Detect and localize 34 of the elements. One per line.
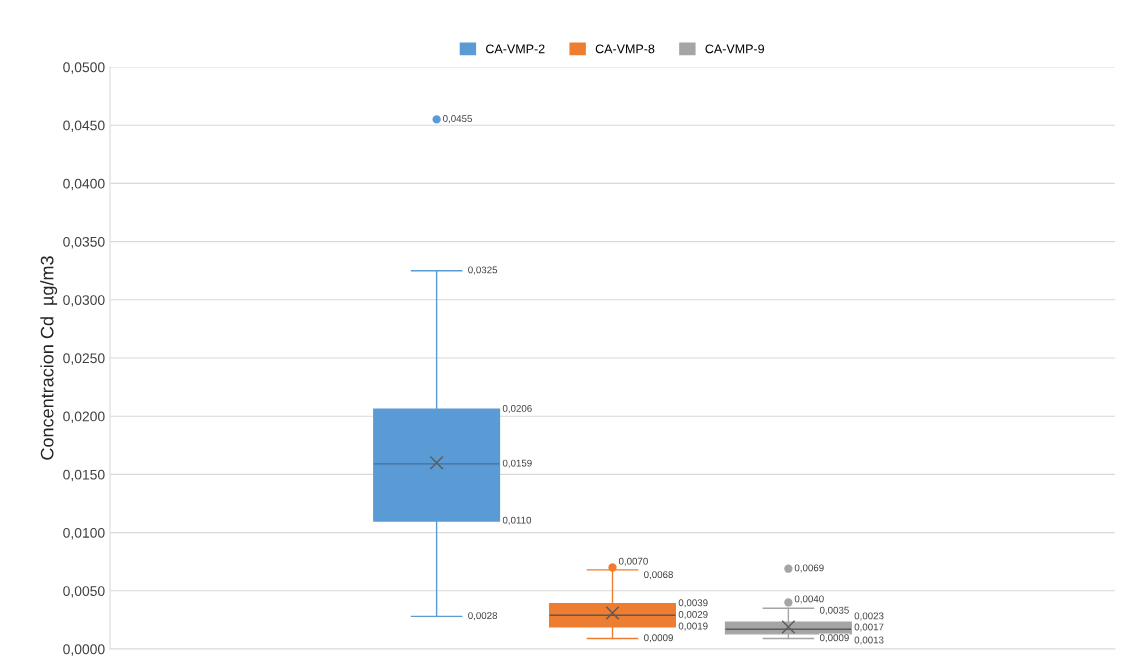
text: 0,0040: [794, 595, 824, 604]
y-tick-label: 0,0400: [63, 178, 105, 191]
text: 0,0039: [678, 599, 708, 608]
text: 0,0009: [644, 634, 673, 643]
y-axis-title: Concentracion Cd µg/m3: [40, 256, 58, 460]
text: 0,0070: [618, 557, 648, 566]
text: 0,0023: [854, 612, 884, 621]
text: 0,0029: [678, 610, 708, 619]
y-tick-label: 0,0050: [63, 586, 105, 598]
text: 0,0455: [443, 115, 472, 124]
text: 0,0068: [644, 571, 673, 580]
y-tick-label: 0,0150: [63, 469, 105, 482]
y-tick-label: 0,0250: [63, 353, 105, 365]
y-tick-label: 0,0200: [63, 411, 105, 424]
y-tick-label: 0,0450: [63, 120, 105, 133]
text: 0,0009: [819, 634, 849, 643]
text: 0,0159: [502, 459, 532, 468]
legend-label: CA-VMP-9: [705, 44, 764, 54]
text: 0,0019: [678, 622, 708, 631]
text: 0,0110: [502, 516, 532, 525]
y-tick-label: 0,0350: [63, 236, 105, 249]
text: 0,0028: [468, 612, 498, 621]
text: 0,0035: [819, 606, 849, 615]
text: 0,0013: [854, 636, 884, 645]
legend-label: CA-VMP-8: [595, 44, 655, 54]
text: 0,0325: [468, 266, 498, 275]
text: 0,0206: [502, 404, 532, 413]
y-tick-label: 0,0300: [63, 295, 105, 307]
text: 0,0069: [794, 564, 824, 573]
y-tick-label: 0,0500: [63, 62, 105, 74]
y-tick-label: 0,0000: [63, 644, 105, 656]
y-tick-label: 0,0100: [63, 527, 105, 540]
text: 0,0017: [854, 623, 884, 632]
legend-label: CA-VMP-2: [486, 44, 545, 54]
